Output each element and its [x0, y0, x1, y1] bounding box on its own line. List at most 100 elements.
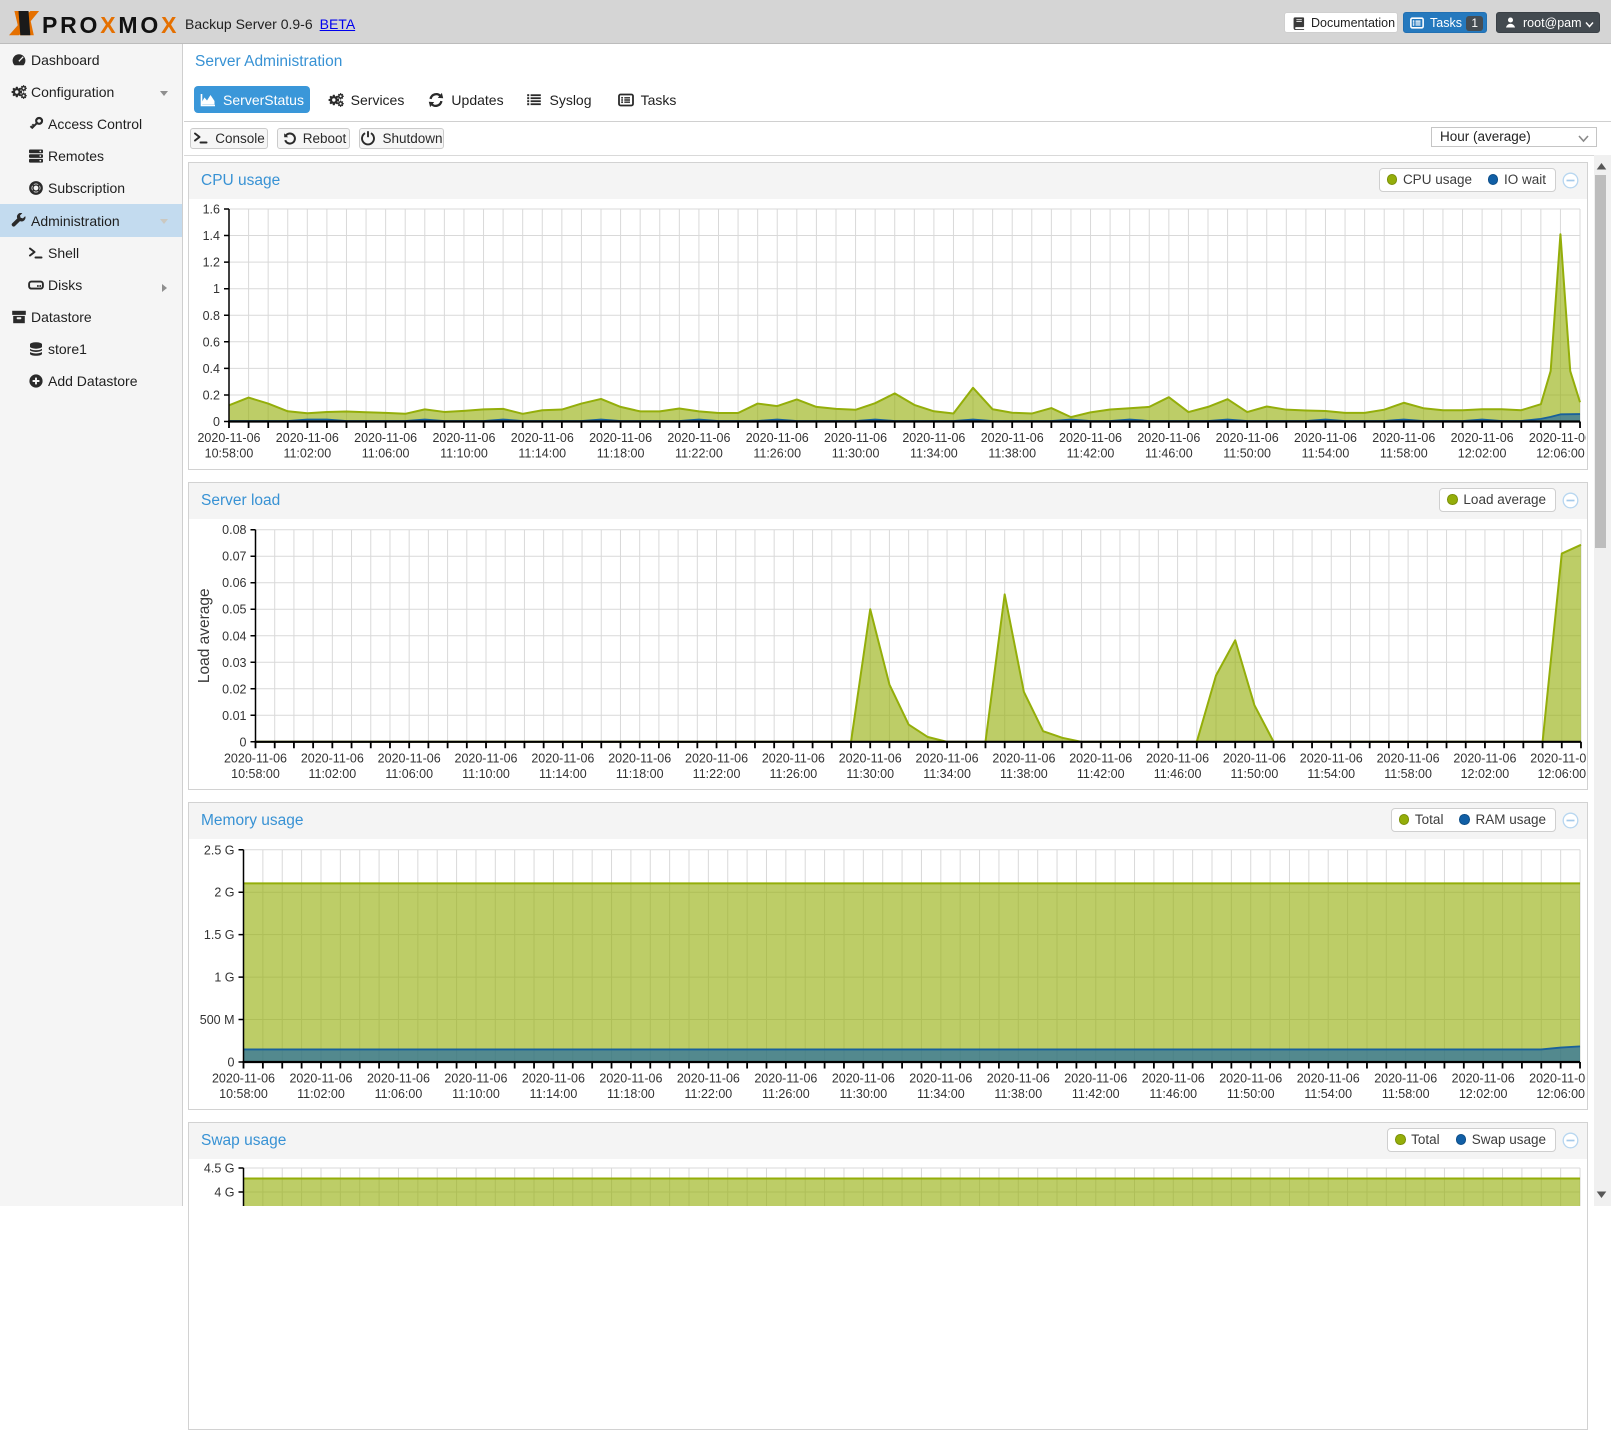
svg-text:11:34:00: 11:34:00 [923, 767, 971, 781]
svg-text:0.08: 0.08 [222, 523, 246, 537]
svg-text:2020-11-06: 2020-11-06 [511, 431, 574, 445]
svg-text:2020-11-06: 2020-11-06 [1216, 431, 1279, 445]
svg-text:11:58:00: 11:58:00 [1384, 767, 1432, 781]
svg-text:2020-11-06: 2020-11-06 [1223, 751, 1286, 765]
svg-text:2.5 G: 2.5 G [204, 843, 235, 857]
svg-text:11:42:00: 11:42:00 [1067, 447, 1115, 461]
svg-text:11:54:00: 11:54:00 [1304, 1087, 1352, 1101]
svg-text:11:02:00: 11:02:00 [297, 1087, 345, 1101]
svg-text:2020-11-06: 2020-11-06 [212, 1072, 275, 1086]
svg-text:11:18:00: 11:18:00 [607, 1087, 655, 1101]
svg-text:2020-11-06: 2020-11-06 [1453, 751, 1516, 765]
svg-text:2020-11-06: 2020-11-06 [522, 1072, 585, 1086]
svg-text:11:26:00: 11:26:00 [770, 767, 818, 781]
svg-text:2020-11-06: 2020-11-06 [1372, 431, 1435, 445]
svg-text:2020-11-06: 2020-11-06 [667, 431, 730, 445]
svg-text:4 G: 4 G [214, 1186, 234, 1200]
svg-text:11:10:00: 11:10:00 [452, 1087, 500, 1101]
svg-text:4.5 G: 4.5 G [204, 1162, 235, 1176]
svg-text:2020-11-06: 2020-11-06 [824, 431, 887, 445]
svg-text:1.5 G: 1.5 G [204, 928, 235, 942]
svg-text:Load average: Load average [196, 588, 213, 683]
svg-text:2020-11-06: 2020-11-06 [1297, 1072, 1360, 1086]
svg-text:0.8: 0.8 [203, 309, 220, 323]
svg-text:2020-11-06: 2020-11-06 [608, 751, 671, 765]
svg-text:11:26:00: 11:26:00 [762, 1087, 810, 1101]
svg-text:11:02:00: 11:02:00 [283, 447, 331, 461]
svg-text:11:38:00: 11:38:00 [988, 447, 1036, 461]
svg-text:11:46:00: 11:46:00 [1154, 767, 1202, 781]
svg-text:2020-11-06: 2020-11-06 [746, 431, 809, 445]
svg-text:10:58:00: 10:58:00 [205, 447, 254, 461]
svg-text:11:30:00: 11:30:00 [846, 767, 894, 781]
svg-text:0.6: 0.6 [203, 335, 220, 349]
svg-text:2020-11-06: 2020-11-06 [987, 1072, 1050, 1086]
svg-text:2020-11-06: 2020-11-06 [685, 751, 748, 765]
svg-text:0.04: 0.04 [222, 629, 246, 643]
svg-text:1.6: 1.6 [203, 203, 220, 217]
svg-text:2020-11-06: 2020-11-06 [902, 431, 965, 445]
svg-text:2020-11-06: 2020-11-06 [1146, 751, 1209, 765]
svg-text:0: 0 [213, 415, 220, 429]
svg-text:2 G: 2 G [214, 886, 234, 900]
svg-text:2020-11-06: 2020-11-06 [1529, 431, 1586, 445]
svg-text:2020-11-06: 2020-11-06 [762, 751, 825, 765]
svg-text:12:06:00: 12:06:00 [1536, 1087, 1585, 1101]
svg-text:11:50:00: 11:50:00 [1227, 1087, 1275, 1101]
svg-text:2020-11-06: 2020-11-06 [832, 1072, 895, 1086]
svg-text:0.03: 0.03 [222, 656, 246, 670]
svg-text:2020-11-06: 2020-11-06 [754, 1072, 817, 1086]
svg-text:2020-11-06: 2020-11-06 [1530, 751, 1586, 765]
svg-text:1.4: 1.4 [203, 229, 220, 243]
svg-text:2020-11-06: 2020-11-06 [224, 751, 287, 765]
svg-text:11:54:00: 11:54:00 [1307, 767, 1355, 781]
svg-text:12:06:00: 12:06:00 [1536, 447, 1585, 461]
svg-text:2020-11-06: 2020-11-06 [455, 751, 518, 765]
svg-text:2020-11-06: 2020-11-06 [677, 1072, 740, 1086]
svg-text:10:58:00: 10:58:00 [231, 767, 280, 781]
svg-text:11:22:00: 11:22:00 [693, 767, 741, 781]
svg-text:2020-11-06: 2020-11-06 [1377, 751, 1440, 765]
svg-text:11:06:00: 11:06:00 [362, 447, 410, 461]
svg-text:0.4: 0.4 [203, 362, 220, 376]
svg-text:11:50:00: 11:50:00 [1223, 447, 1271, 461]
svg-text:2020-11-06: 2020-11-06 [444, 1072, 507, 1086]
svg-text:2020-11-06: 2020-11-06 [301, 751, 364, 765]
svg-text:11:10:00: 11:10:00 [462, 767, 510, 781]
svg-text:2020-11-06: 2020-11-06 [981, 431, 1044, 445]
svg-text:2020-11-06: 2020-11-06 [992, 751, 1055, 765]
svg-text:2020-11-06: 2020-11-06 [916, 751, 979, 765]
svg-text:12:02:00: 12:02:00 [1459, 1087, 1508, 1101]
svg-text:11:22:00: 11:22:00 [675, 447, 723, 461]
svg-text:1 G: 1 G [214, 971, 234, 985]
svg-text:0.2: 0.2 [203, 388, 220, 402]
svg-text:10:58:00: 10:58:00 [219, 1087, 268, 1101]
svg-text:0.01: 0.01 [222, 709, 246, 723]
svg-text:11:58:00: 11:58:00 [1380, 447, 1428, 461]
svg-text:2020-11-06: 2020-11-06 [1294, 431, 1357, 445]
svg-text:11:50:00: 11:50:00 [1231, 767, 1279, 781]
svg-text:11:38:00: 11:38:00 [1000, 767, 1048, 781]
svg-text:2020-11-06: 2020-11-06 [197, 431, 260, 445]
svg-text:11:30:00: 11:30:00 [839, 1087, 887, 1101]
svg-text:2020-11-06: 2020-11-06 [589, 431, 652, 445]
svg-text:0.06: 0.06 [222, 576, 246, 590]
svg-text:2020-11-06: 2020-11-06 [1142, 1072, 1205, 1086]
svg-text:0.02: 0.02 [222, 682, 246, 696]
svg-text:2020-11-06: 2020-11-06 [531, 751, 594, 765]
svg-text:11:10:00: 11:10:00 [440, 447, 488, 461]
svg-text:2020-11-06: 2020-11-06 [1451, 431, 1514, 445]
svg-text:11:06:00: 11:06:00 [375, 1087, 423, 1101]
svg-text:11:26:00: 11:26:00 [753, 447, 801, 461]
svg-text:11:54:00: 11:54:00 [1302, 447, 1350, 461]
svg-text:2020-11-06: 2020-11-06 [289, 1072, 352, 1086]
svg-text:11:46:00: 11:46:00 [1145, 447, 1193, 461]
svg-text:11:34:00: 11:34:00 [917, 1087, 965, 1101]
svg-text:2020-11-06: 2020-11-06 [909, 1072, 972, 1086]
svg-text:1.2: 1.2 [203, 256, 220, 270]
svg-text:2020-11-06: 2020-11-06 [432, 431, 495, 445]
svg-text:2020-11-06: 2020-11-06 [1529, 1072, 1586, 1086]
svg-text:12:02:00: 12:02:00 [1458, 447, 1507, 461]
svg-text:11:18:00: 11:18:00 [616, 767, 664, 781]
svg-text:1: 1 [213, 282, 220, 296]
